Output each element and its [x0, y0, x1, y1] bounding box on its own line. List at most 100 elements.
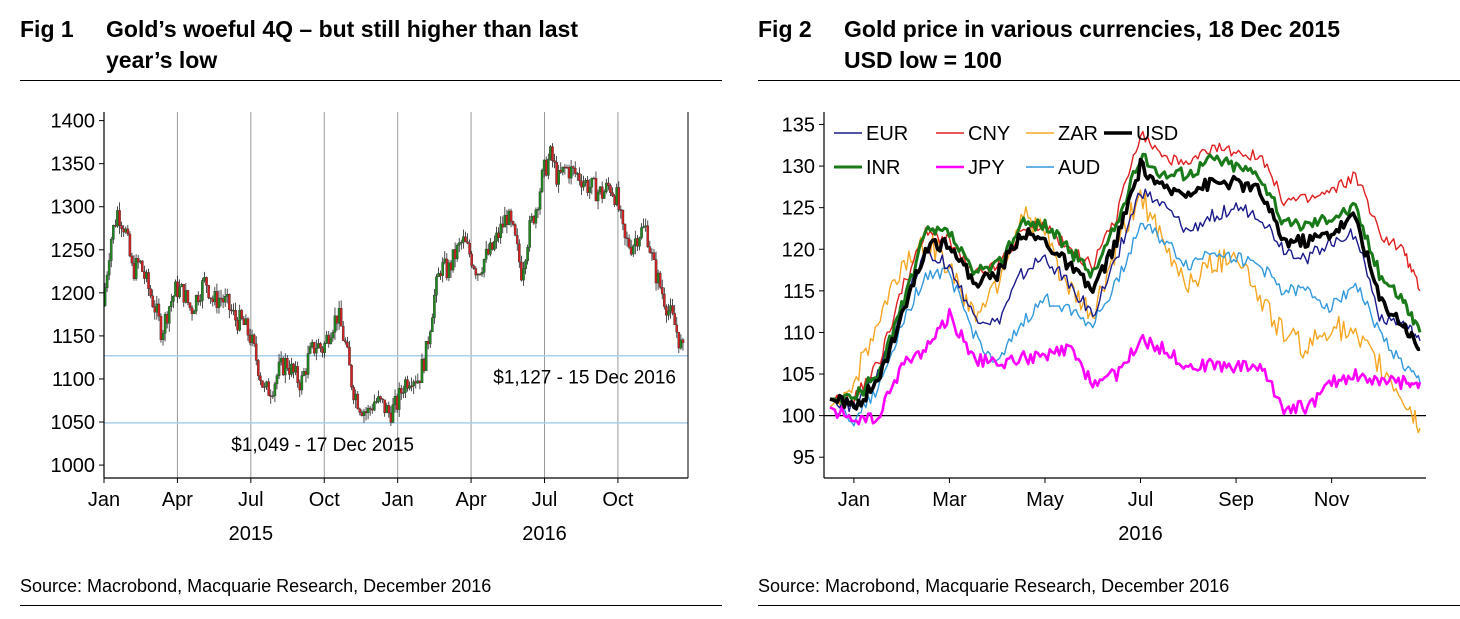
fig1-candle-up: [310, 342, 314, 347]
fig1-candle-down: [296, 366, 299, 384]
fig1-candle-up: [437, 273, 440, 277]
fig2-legend-label-aud: AUD: [1058, 157, 1100, 179]
fig1-candle-down: [497, 232, 500, 238]
fig2-series-aud: [829, 222, 1421, 427]
fig1-candle-down: [654, 259, 658, 284]
fig1-candle-down: [143, 271, 146, 279]
fig2-source: Source: Macrobond, Macquarie Research, D…: [758, 576, 1230, 596]
fig1-candle-up: [161, 333, 165, 340]
fig1-title: Fig 1 Gold’s woeful 4Q – but still highe…: [20, 14, 578, 73]
fig1-candle-down: [141, 260, 144, 272]
fig1-candle-up: [412, 381, 415, 387]
fig1-candle-up: [194, 295, 198, 312]
fig1-candle-down: [592, 177, 596, 180]
fig1-candle-up: [373, 401, 376, 411]
fig1-candle-up: [393, 396, 397, 405]
fig1-candle-down: [410, 385, 413, 388]
fig1-candle-up: [480, 272, 484, 275]
fig1-candle-down: [418, 380, 422, 384]
fig1-candle-down: [257, 360, 260, 377]
fig1-candle-up: [213, 291, 217, 303]
fig1-candle-up: [547, 158, 550, 176]
fig1-candle-up: [582, 182, 585, 188]
fig1-candle-up: [602, 191, 606, 199]
fig2-y-tick-label: 125: [782, 198, 815, 220]
fig1-candle-down: [619, 209, 623, 211]
fig1-candle-up: [331, 332, 335, 339]
fig1-candle-up: [534, 209, 538, 224]
fig1-candle-down: [346, 341, 349, 348]
fig1-candle-down: [236, 319, 239, 331]
fig1-candle-down: [511, 221, 515, 225]
fig1-candle-up: [484, 248, 488, 260]
fig1-candle-down: [414, 381, 418, 384]
fig1-candle-down: [215, 291, 219, 308]
fig1-candle-down: [580, 180, 583, 188]
fig2-y-tick-label: 105: [782, 364, 815, 386]
fig1-candle-down: [341, 326, 345, 341]
fig1-candle-down: [515, 234, 519, 245]
fig1-candle-down: [567, 167, 571, 179]
fig1-candle-up: [385, 405, 389, 414]
fig1-candle-down: [128, 233, 132, 257]
fig2-series-cny: [830, 130, 1421, 406]
fig1-candle-up: [424, 341, 428, 372]
fig1-candle-down: [360, 412, 364, 416]
fig1-candle-up: [561, 166, 565, 173]
fig1-candle-up: [105, 274, 109, 288]
fig1-candle-up: [180, 284, 183, 288]
fig1-candle-up: [507, 210, 511, 225]
fig1-candle-down: [327, 334, 331, 344]
fig1-candle-down: [406, 379, 409, 389]
fig1-candle-down: [625, 237, 629, 239]
fig1-y-tick-label: 1100: [52, 369, 95, 391]
fig1-candle-down: [368, 407, 372, 410]
fig1-candle-up: [354, 393, 357, 401]
fig1-candle-up: [596, 191, 600, 202]
fig1-candle-up: [323, 342, 326, 353]
fig1-candle-up: [116, 210, 119, 227]
fig2-chart: 95 100 105 110 115 120 125 130 135 Jan Mar May Jul Se…: [782, 112, 1426, 545]
fig2-y-tick-label: 115: [783, 281, 815, 303]
fig1-candle-up: [404, 379, 407, 393]
fig1-candle-down: [188, 302, 192, 308]
fig2-x-tick-label: May: [1026, 489, 1064, 511]
fig1-x-tick-label: Oct: [309, 489, 341, 511]
fig1-candle-down: [501, 223, 505, 228]
fig1-candle-down: [254, 343, 258, 361]
fig1-candle-down: [466, 241, 469, 244]
fig1-candle-up: [420, 358, 424, 384]
fig1-candle-down: [464, 236, 467, 243]
fig1-candle-up: [275, 375, 279, 385]
fig1-y-tick-label: 1000: [51, 455, 96, 477]
fig1-candle-down: [190, 307, 194, 315]
fig1-x-tick-label: Oct: [602, 489, 634, 511]
fig1-candle-down: [230, 309, 233, 312]
fig1-candle-up: [317, 343, 320, 349]
fig1-candle-down: [149, 288, 152, 297]
fig1-candle-up: [294, 366, 297, 373]
fig1-candle-down: [677, 331, 681, 349]
fig1-candle-down: [312, 342, 316, 354]
fig1-candle-down: [520, 261, 523, 281]
fig1-candle-down: [281, 357, 285, 376]
fig1-candle-up: [451, 249, 455, 271]
fig1-candle-down: [660, 287, 664, 295]
fig1-candle-down: [364, 411, 368, 414]
fig1-candle-down: [491, 242, 494, 250]
fig1-candle-up: [416, 380, 420, 384]
fig1-candle-up: [435, 276, 438, 296]
fig1-candle-down: [304, 371, 308, 375]
fig1-candle-up: [306, 353, 310, 375]
fig1-candle-up: [337, 308, 341, 324]
fig1-candle-down: [348, 346, 351, 366]
fig1-candle-down: [609, 185, 612, 193]
fig1-candle-up: [273, 383, 277, 396]
fig1-candle-down: [399, 388, 403, 394]
fig1-candle-down: [555, 162, 558, 185]
fig2-legend-label-jpy: JPY: [968, 157, 1005, 179]
fig1-candle-down: [126, 228, 130, 235]
fig1-candle-down: [613, 195, 616, 205]
fig1-candle-up: [300, 375, 304, 391]
fig1-candle-up: [441, 262, 444, 276]
